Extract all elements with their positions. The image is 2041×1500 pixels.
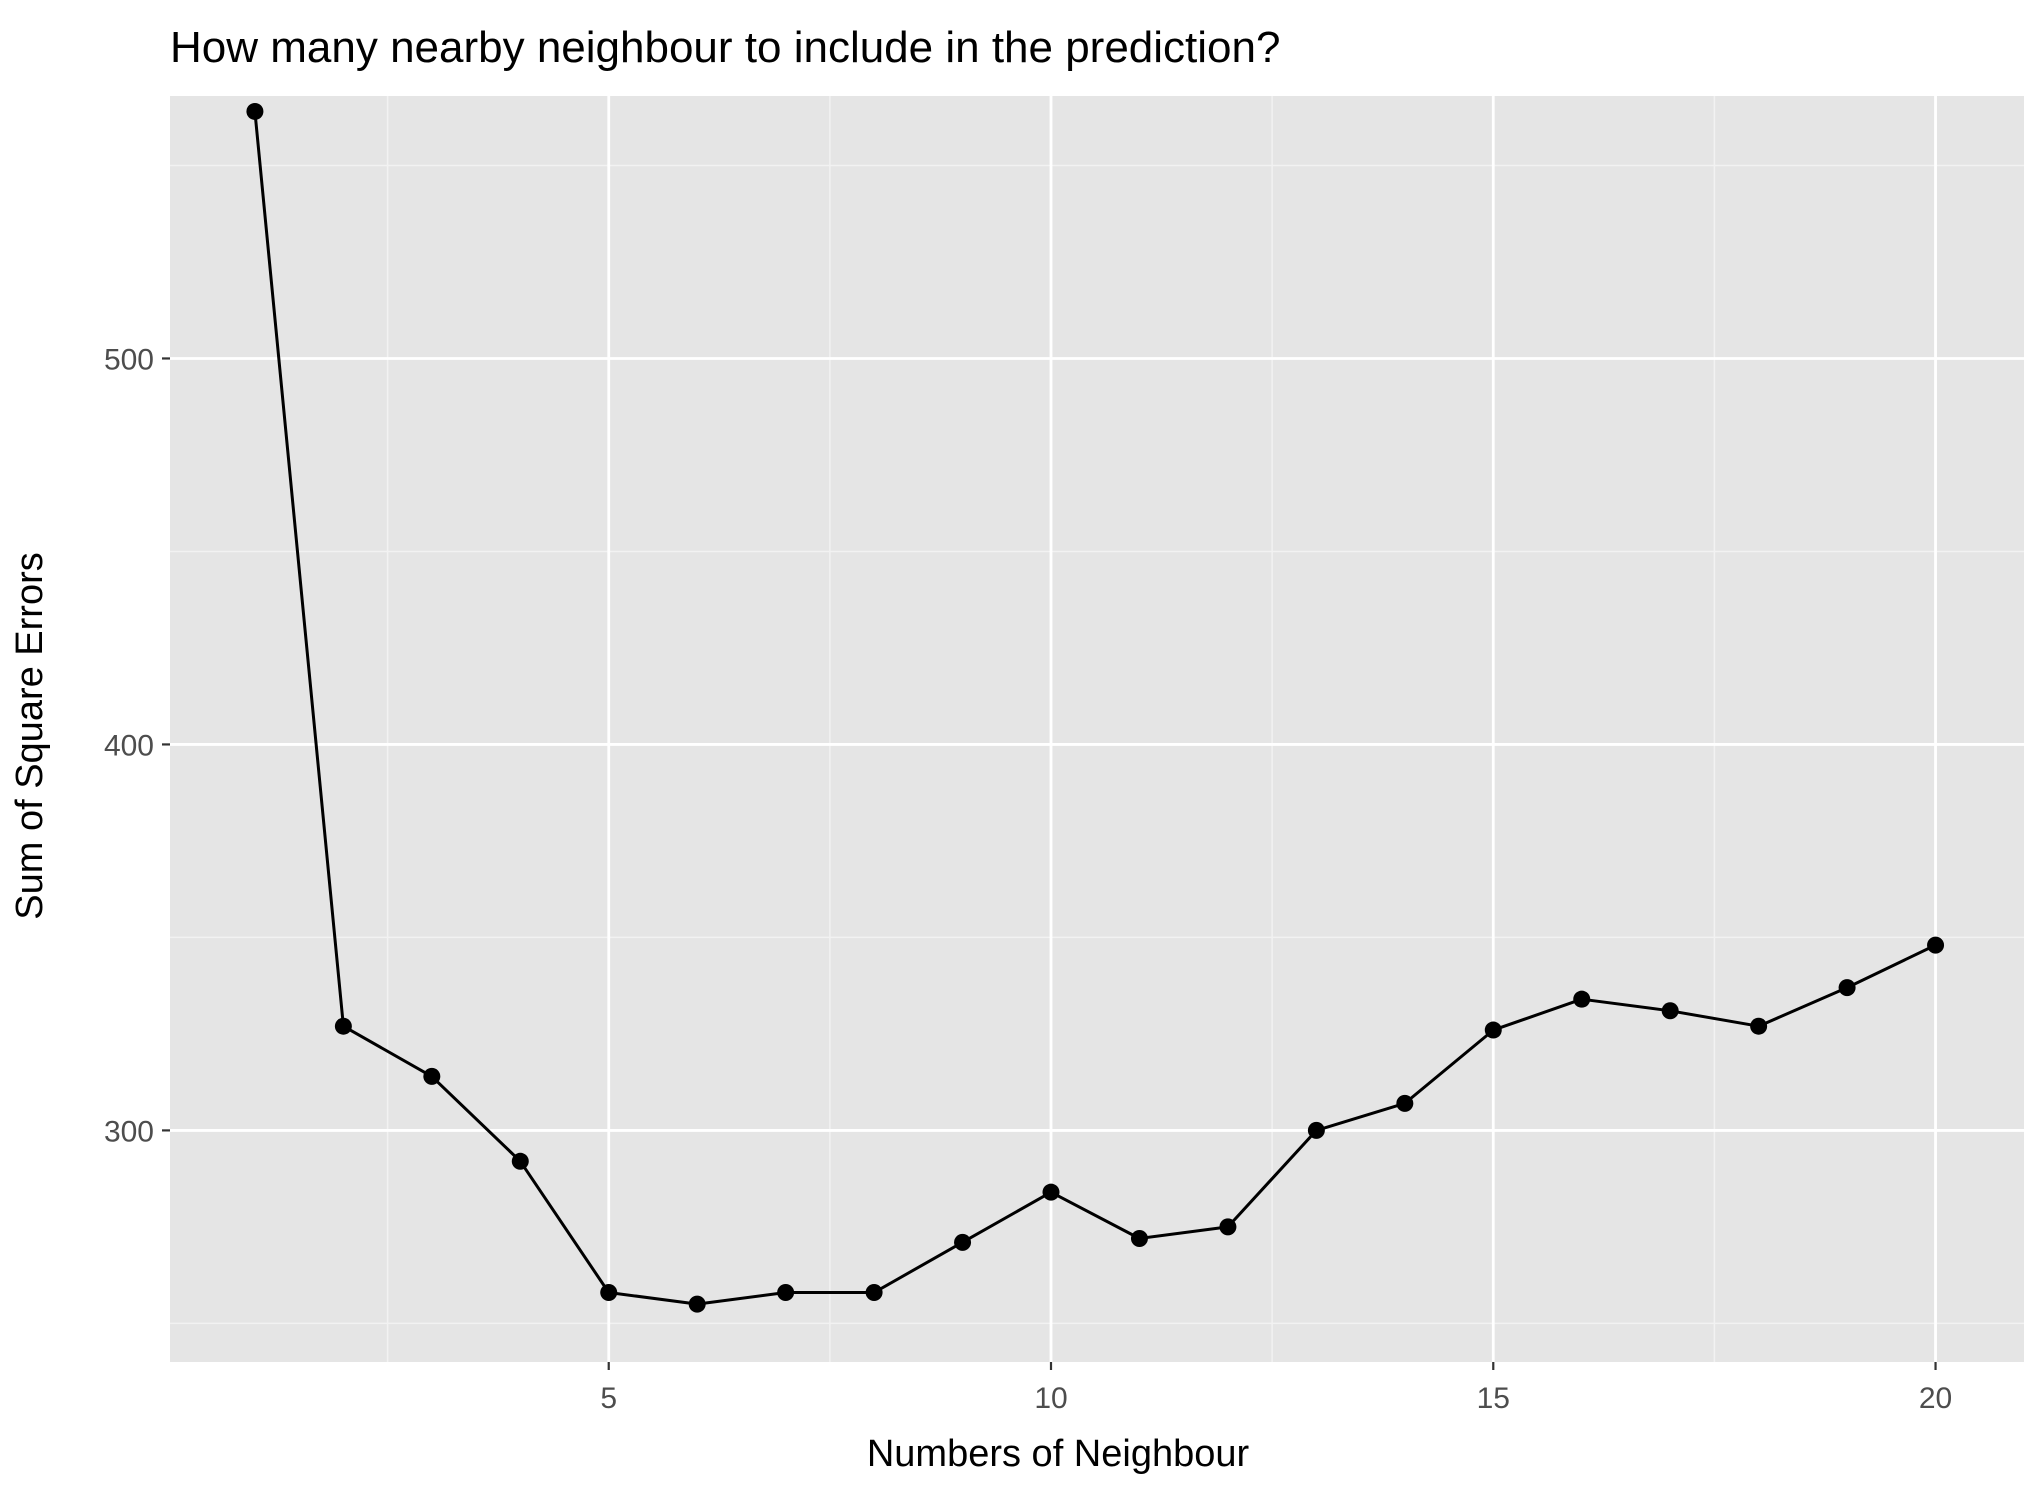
y-axis-title: Sum of Square Errors	[9, 552, 51, 919]
axes-layer: 5 10 15 20 300 400 500	[104, 343, 1952, 1415]
data-point	[688, 1295, 706, 1313]
plot-panel	[170, 96, 2024, 1362]
data-point	[1484, 1021, 1502, 1039]
x-tick-label: 15	[1477, 1382, 1510, 1415]
series-line	[253, 111, 1937, 1306]
data-point	[1219, 1218, 1237, 1236]
y-tick-label: 300	[104, 1115, 154, 1148]
data-point	[865, 1284, 883, 1302]
minor-gridlines	[170, 96, 2024, 1362]
chart-title: How many nearby neighbour to include in …	[170, 23, 1280, 72]
y-tick-label: 400	[104, 729, 154, 762]
major-gridlines	[170, 96, 2024, 1362]
data-point	[511, 1152, 529, 1170]
data-point	[954, 1233, 972, 1251]
data-point	[600, 1284, 618, 1302]
data-point	[1130, 1229, 1148, 1247]
y-tick-label: 500	[104, 343, 154, 376]
data-point	[334, 1017, 352, 1035]
x-axis-title: Numbers of Neighbour	[867, 1433, 1250, 1475]
data-point	[1573, 990, 1591, 1008]
x-tick-label: 5	[600, 1382, 617, 1415]
data-point	[1042, 1183, 1060, 1201]
data-point	[1307, 1121, 1325, 1139]
x-tick-label: 20	[1919, 1382, 1952, 1415]
data-point	[246, 102, 264, 120]
data-point	[1927, 936, 1945, 954]
x-tick-label: 10	[1034, 1382, 1067, 1415]
data-point	[423, 1067, 441, 1085]
data-point	[1396, 1094, 1414, 1112]
data-point	[1838, 979, 1856, 997]
data-point	[1661, 1002, 1679, 1020]
data-point	[777, 1284, 795, 1302]
data-point	[1750, 1017, 1768, 1035]
series-layer	[246, 102, 1945, 1313]
